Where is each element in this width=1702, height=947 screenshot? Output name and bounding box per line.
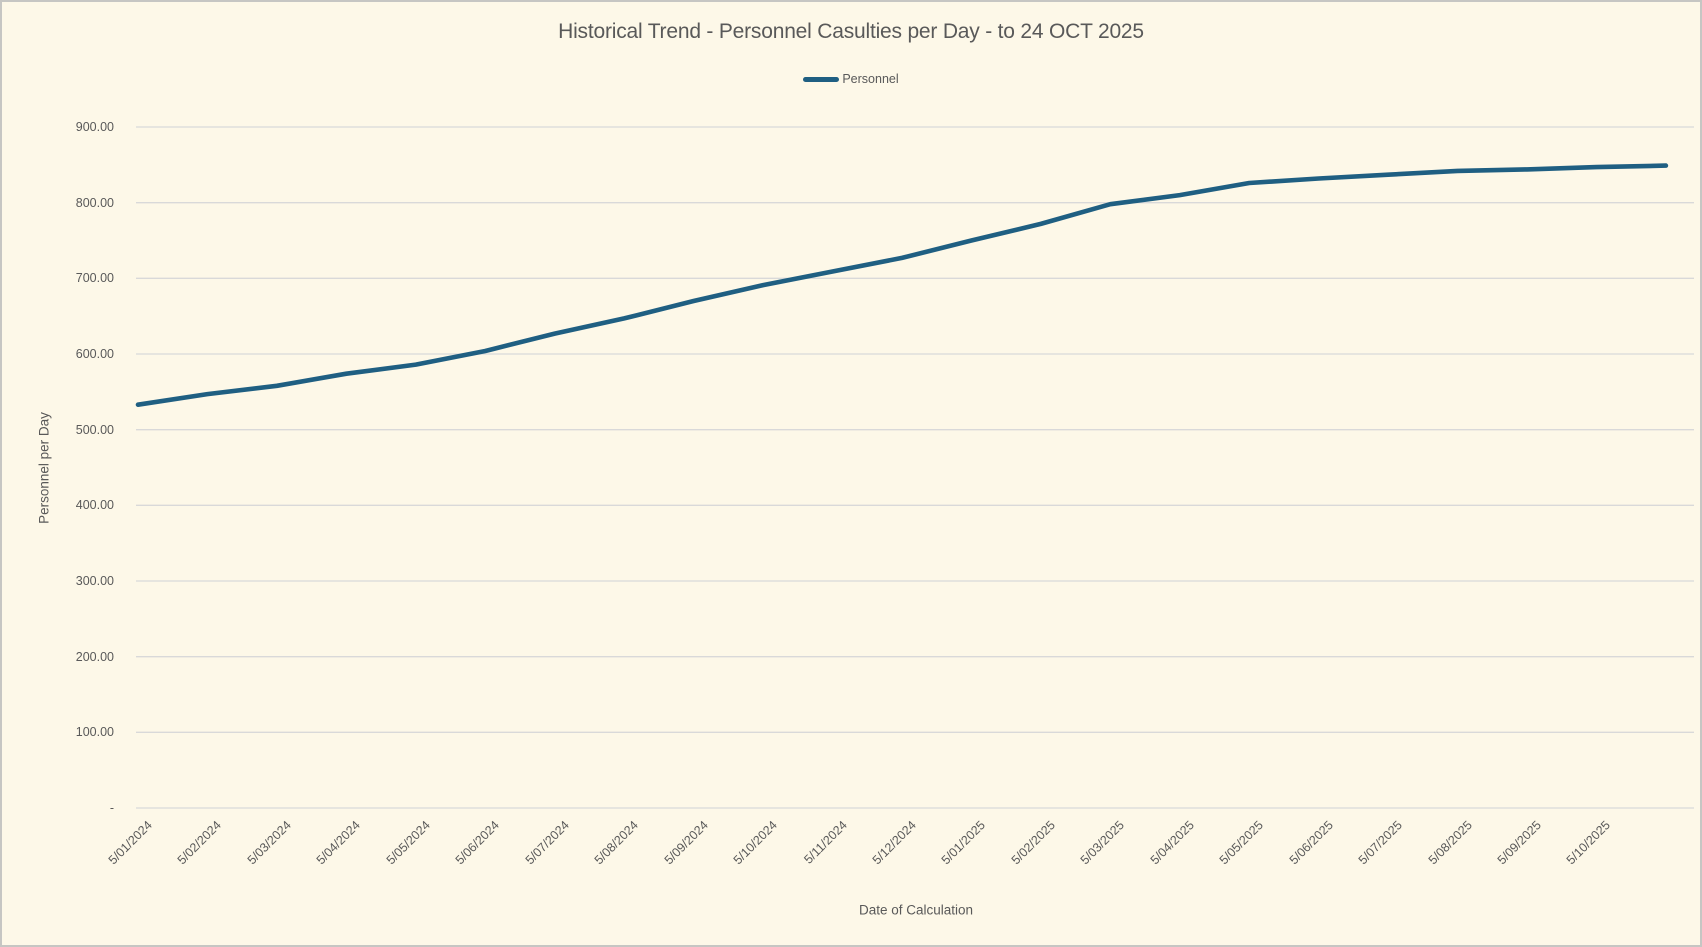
legend: Personnel xyxy=(2,72,1700,86)
y-tick-label: 700.00 xyxy=(75,271,114,286)
legend-line-icon xyxy=(803,76,840,82)
y-tick-label: 200.00 xyxy=(75,649,114,664)
x-axis-title: Date of Calculation xyxy=(858,902,974,918)
y-axis-title: Personnel per Day xyxy=(36,412,52,524)
y-tick-label: 400.00 xyxy=(75,498,114,513)
chart-title: Historical Trend - Personnel Casulties p… xyxy=(558,20,1144,43)
y-tick-label: 800.00 xyxy=(75,195,114,210)
y-tick-label: - xyxy=(109,801,114,815)
y-tick-label: 100.00 xyxy=(75,725,114,740)
y-tick-label: 500.00 xyxy=(75,422,114,437)
legend-label: Personnel xyxy=(842,72,899,86)
series-line-personnel xyxy=(135,163,1669,408)
y-tick-label: 300.00 xyxy=(75,574,114,588)
y-tick-label: 900.00 xyxy=(75,120,114,134)
y-tick-label: 600.00 xyxy=(75,347,114,361)
